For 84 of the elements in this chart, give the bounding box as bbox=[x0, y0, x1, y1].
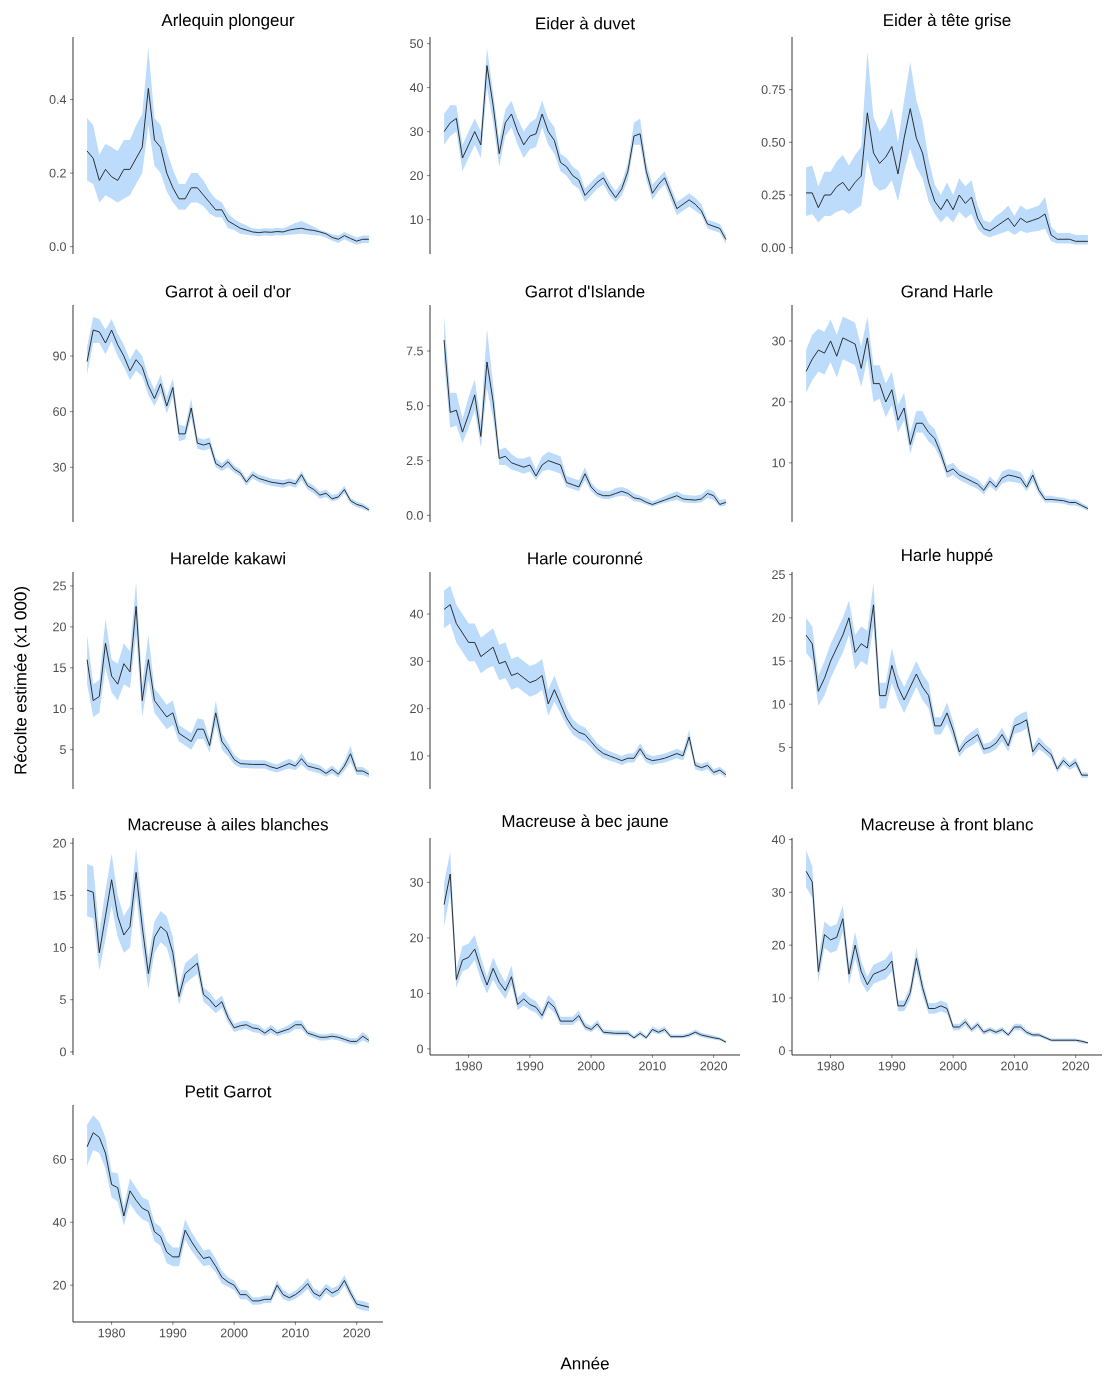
y-tick-label: 0.50 bbox=[761, 137, 785, 147]
y-tick-label: 5 bbox=[60, 745, 66, 755]
chart-title: Harle couronné bbox=[528, 551, 643, 565]
y-tick-label: 0.00 bbox=[761, 243, 785, 253]
chart-title: Garrot d'Islande bbox=[525, 284, 645, 298]
x-tick-label: 2010 bbox=[282, 1328, 309, 1338]
y-tick-label: 20 bbox=[53, 622, 66, 632]
chart-title: Eider à tête grise bbox=[884, 13, 1011, 30]
y-tick-label: 10 bbox=[772, 699, 785, 709]
chart-title: Harle huppé bbox=[902, 548, 993, 565]
x-tick-label: 1980 bbox=[98, 1328, 126, 1338]
chart-title: Harelde kakawi bbox=[171, 551, 285, 565]
y-tick-label: 20 bbox=[772, 940, 785, 950]
y-tick-label: 0 bbox=[779, 1046, 785, 1056]
y-tick-label: 10 bbox=[53, 704, 66, 714]
x-axis-title: Année bbox=[560, 1356, 609, 1370]
y-tick-label: 10 bbox=[772, 458, 785, 468]
x-tick-label: 2020 bbox=[700, 1061, 728, 1071]
y-tick-label: 5 bbox=[779, 743, 785, 752]
y-tick-label: 30 bbox=[410, 877, 423, 887]
y-tick-label: 7.5 bbox=[406, 346, 423, 356]
y-tick-label: 20 bbox=[772, 613, 785, 623]
y-tick-label: 2.5 bbox=[406, 456, 423, 466]
y-tick-label: 25 bbox=[53, 581, 66, 591]
y-tick-label: 40 bbox=[52, 1217, 66, 1227]
x-tick-label: 2020 bbox=[1062, 1061, 1090, 1071]
y-tick-label: 60 bbox=[53, 407, 66, 417]
y-tick-label: 10 bbox=[410, 988, 423, 998]
x-tick-label: 2010 bbox=[639, 1061, 666, 1071]
x-tick-label: 1990 bbox=[516, 1061, 544, 1071]
chart-title: Macreuse à bec jaune bbox=[502, 814, 668, 831]
y-tick-label: 0 bbox=[60, 1047, 66, 1057]
x-tick-label: 2000 bbox=[939, 1061, 967, 1071]
chart-title: Macreuse à front blanc bbox=[861, 817, 1033, 831]
y-tick-label: 0.4 bbox=[49, 95, 67, 104]
x-tick-label: 1990 bbox=[159, 1328, 187, 1338]
y-tick-label: 0 bbox=[417, 1044, 423, 1054]
y-axis-title: Récolte estimée (x1 000) bbox=[13, 587, 30, 774]
chart-title: Grand Harle bbox=[901, 284, 993, 298]
y-tick-label: 0.25 bbox=[761, 190, 785, 200]
y-tick-label: 20 bbox=[410, 704, 423, 714]
y-tick-label: 40 bbox=[771, 835, 785, 844]
y-tick-label: 0.75 bbox=[761, 85, 785, 95]
y-tick-label: 0.2 bbox=[49, 168, 66, 178]
y-tick-label: 90 bbox=[53, 351, 66, 361]
y-tick-label: 60 bbox=[53, 1154, 66, 1164]
y-tick-label: 30 bbox=[410, 656, 423, 666]
y-tick-label: 10 bbox=[410, 215, 423, 225]
chart-title: Arlequin plongeur bbox=[161, 13, 295, 30]
line-series bbox=[86, 88, 370, 242]
y-tick-label: 10 bbox=[53, 943, 66, 952]
chart-title: Macreuse à ailes blanches bbox=[128, 817, 328, 831]
chart-title: Garrot à oeil d'or bbox=[165, 284, 291, 298]
y-tick-label: 20 bbox=[53, 1280, 66, 1290]
x-tick-label: 1980 bbox=[455, 1061, 483, 1071]
y-tick-label: 25 bbox=[772, 570, 785, 580]
x-tick-label: 2020 bbox=[343, 1328, 371, 1338]
y-tick-label: 15 bbox=[53, 891, 66, 900]
chart-title: Petit Garrot bbox=[185, 1084, 272, 1098]
y-tick-label: 5.0 bbox=[406, 401, 423, 411]
y-tick-label: 20 bbox=[772, 397, 785, 407]
x-tick-label: 2000 bbox=[577, 1061, 605, 1071]
y-tick-label: 30 bbox=[410, 127, 423, 137]
y-tick-label: 10 bbox=[410, 751, 423, 761]
x-tick-label: 2000 bbox=[220, 1328, 248, 1338]
y-tick-label: 0.0 bbox=[49, 242, 66, 252]
x-tick-label: 2010 bbox=[1001, 1061, 1028, 1071]
y-tick-label: 30 bbox=[772, 336, 785, 346]
chart-title: Eider à duvet bbox=[536, 16, 635, 30]
x-tick-label: 1990 bbox=[878, 1061, 906, 1071]
y-tick-label: 20 bbox=[410, 171, 423, 181]
y-tick-label: 20 bbox=[53, 838, 66, 848]
y-tick-label: 20 bbox=[410, 933, 423, 943]
y-tick-label: 0.0 bbox=[406, 511, 423, 520]
x-tick-label: 1980 bbox=[817, 1061, 845, 1071]
y-tick-label: 5 bbox=[60, 995, 66, 1005]
y-tick-label: 40 bbox=[409, 609, 423, 619]
y-tick-label: 10 bbox=[772, 993, 785, 1003]
y-tick-label: 15 bbox=[772, 656, 785, 666]
y-tick-label: 30 bbox=[772, 887, 785, 897]
y-tick-label: 30 bbox=[53, 462, 66, 472]
y-tick-label: 40 bbox=[409, 83, 423, 93]
y-tick-label: 50 bbox=[410, 39, 423, 49]
y-tick-label: 15 bbox=[53, 663, 66, 673]
